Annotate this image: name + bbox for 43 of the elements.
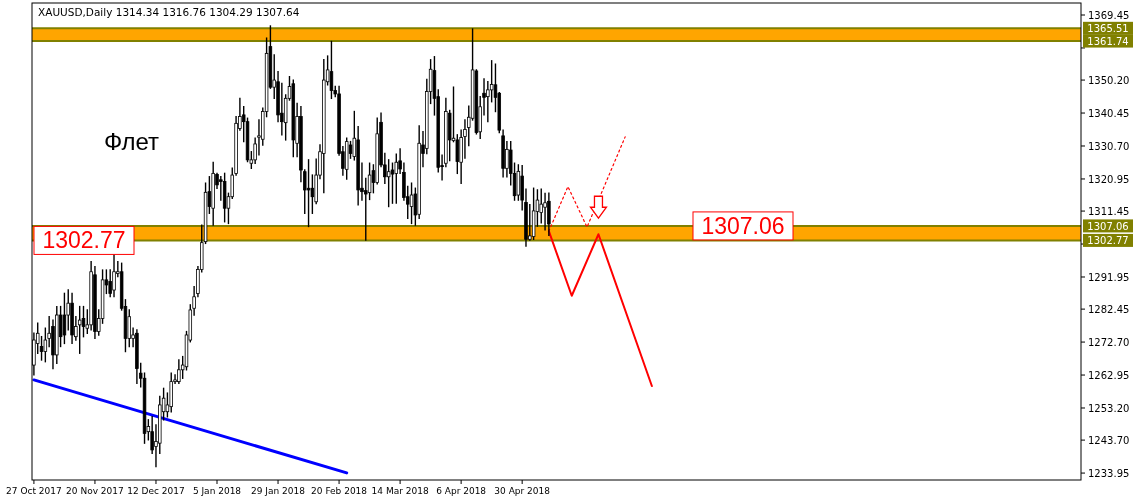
candlestick (177, 359, 181, 385)
x-tick-label: 14 Mar 2018 (371, 486, 429, 496)
y-tick-label: 1253.20 (1088, 402, 1130, 414)
candlestick (127, 309, 132, 348)
x-tick-label: 27 Oct 2017 (6, 486, 62, 496)
candlestick (62, 292, 67, 345)
y-tick-label: 1291.95 (1088, 272, 1130, 283)
y-tick-label: 1369.45 (1088, 10, 1130, 21)
y-tick-label: 1350.20 (1088, 75, 1130, 87)
y-tick-label: 1233.95 (1088, 468, 1130, 480)
y-tick-label: 1243.70 (1088, 435, 1130, 447)
candlestick (367, 162, 372, 201)
candlestick (306, 159, 311, 228)
candlestick (390, 162, 395, 204)
x-tick-label: 20 Nov 2017 (66, 486, 124, 496)
x-tick-label: 30 Apr 2018 (494, 486, 551, 496)
y-tick-label: 1272.70 (1088, 337, 1130, 349)
candlestick (547, 192, 551, 236)
candlestick (386, 159, 391, 208)
x-tick-label: 6 Apr 2018 (436, 486, 487, 496)
y-tick-label: 1282.45 (1088, 304, 1130, 316)
x-tick-label: 5 Jan 2018 (192, 486, 242, 496)
x-tick-label: 20 Feb 2018 (311, 486, 368, 496)
x-tick-label: 12 Dec 2017 (127, 486, 185, 496)
ref-line-label: 1365.51 (1087, 23, 1129, 35)
chart-title: XAUUSD,Daily 1314.34 1316.76 1304.29 1307.64 (38, 6, 300, 18)
candlestick (543, 192, 547, 231)
y-tick-label: 1262.95 (1088, 370, 1130, 382)
annotation: 1307.06 (701, 212, 785, 239)
y-tick-label: 1320.95 (1088, 173, 1130, 185)
candlestick (409, 182, 414, 225)
annotation: 1302.77 (42, 227, 126, 254)
y-tick-label: 1330.70 (1088, 141, 1130, 152)
candlestick (81, 305, 86, 338)
y-tick-label: 1340.45 (1088, 108, 1130, 120)
ref-line-label: 1361.74 (1087, 36, 1129, 48)
candlestick (39, 335, 44, 361)
x-tick-label: 29 Jan 2018 (251, 486, 306, 496)
annotation: Флет (104, 128, 159, 155)
ref-line-label: 1302.77 (1087, 235, 1129, 247)
ref-line-label: 1307.06 (1087, 220, 1129, 232)
y-tick-label: 1311.45 (1088, 206, 1130, 218)
candlestick (77, 305, 82, 354)
